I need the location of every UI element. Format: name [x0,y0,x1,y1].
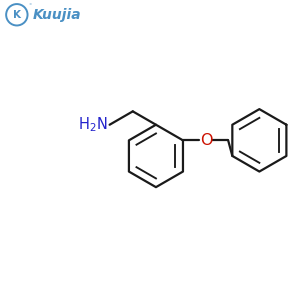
Text: O: O [200,133,213,148]
Text: Kuujia: Kuujia [33,8,82,22]
Text: K: K [13,10,21,20]
Text: °: ° [29,3,32,8]
Text: H$_2$N: H$_2$N [78,116,107,134]
